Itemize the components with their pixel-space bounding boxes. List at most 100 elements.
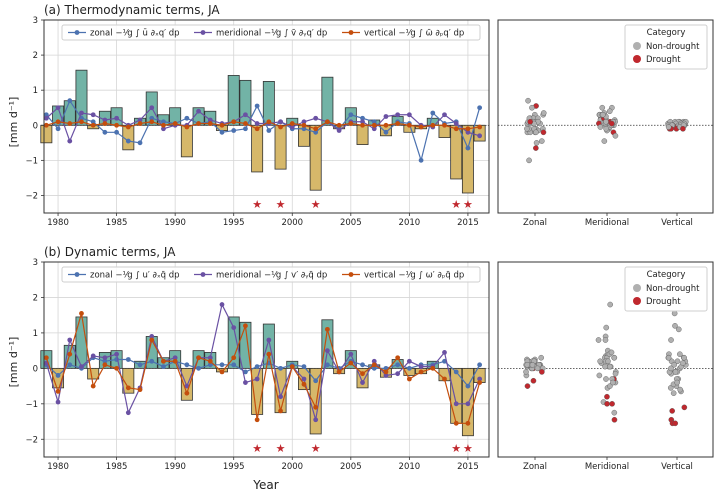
y-tick-label: −2 [25, 435, 38, 445]
point-vertical [442, 376, 447, 382]
point-zonal [266, 128, 272, 133]
point-zonal [137, 140, 143, 146]
point-vertical [184, 124, 190, 130]
legend-marker-meridional [200, 30, 206, 35]
point-vertical [196, 121, 201, 126]
point-meridional [196, 108, 201, 114]
bar [309, 124, 322, 191]
x-tick-label: 1995 [223, 462, 245, 472]
strip-point-non-drought [611, 354, 618, 361]
point-vertical [313, 404, 319, 410]
strip-point-non-drought [534, 365, 541, 372]
strip-point-non-drought [595, 337, 602, 343]
category-label: Zonal [523, 462, 547, 472]
point-zonal [371, 119, 377, 125]
drought-star: ★ [451, 198, 461, 211]
drought-star: ★ [252, 198, 262, 211]
point-meridional [383, 114, 389, 119]
point-zonal [55, 373, 61, 378]
point-meridional [172, 355, 178, 361]
strip-point-non-drought [602, 363, 608, 370]
point-vertical [371, 122, 377, 128]
point-meridional [149, 105, 155, 111]
strip-point-non-drought [603, 125, 609, 132]
y-tick-label: 1 [33, 86, 38, 96]
point-vertical [301, 381, 307, 387]
x-tick-label: 1990 [164, 218, 186, 228]
point-vertical [231, 355, 237, 361]
point-vertical [383, 122, 389, 128]
point-zonal [184, 115, 190, 121]
point-meridional [90, 112, 96, 118]
drought-star: ★ [276, 198, 286, 211]
legend-marker-meridional [200, 272, 206, 277]
point-vertical [90, 122, 96, 128]
y-tick-label: 0 [33, 121, 38, 131]
point-meridional [43, 115, 49, 121]
series-line-vertical [45, 313, 481, 424]
point-vertical [360, 122, 365, 128]
legend-label-vertical: vertical −¹⁄g ∫ ω′ ∂ₚq̄ dp [364, 271, 464, 281]
point-meridional [161, 126, 166, 132]
point-vertical [266, 119, 272, 125]
strip-point-non-drought [540, 110, 547, 116]
strip-point-non-drought [603, 324, 610, 331]
point-vertical [324, 119, 330, 125]
point-zonal [254, 364, 260, 369]
point-zonal [418, 157, 424, 163]
x-tick-label: 1995 [223, 218, 245, 228]
point-meridional [90, 353, 96, 359]
point-meridional [243, 380, 248, 385]
strip-point-drought [527, 118, 533, 125]
legend-drought-marker [633, 55, 641, 63]
point-zonal [219, 129, 225, 135]
legend-drought-marker [633, 297, 641, 305]
y-tick-label: 2 [33, 293, 38, 303]
strip-point-drought [604, 401, 610, 407]
point-meridional [184, 383, 190, 389]
point-vertical [79, 119, 84, 125]
x-tick-label: 1990 [164, 462, 186, 472]
point-vertical [172, 121, 178, 126]
point-zonal [383, 129, 389, 135]
bar [262, 323, 275, 369]
point-vertical [465, 126, 471, 132]
point-meridional [79, 364, 84, 369]
point-vertical [477, 124, 483, 130]
category-label: Vertical [661, 462, 693, 472]
category-label: Vertical [661, 218, 693, 228]
point-meridional [395, 112, 401, 118]
point-meridional [313, 417, 319, 423]
strip-point-drought [524, 383, 531, 389]
point-vertical [43, 355, 49, 361]
right-frame [497, 19, 714, 214]
point-meridional [418, 364, 424, 369]
point-vertical [102, 121, 108, 126]
point-zonal [102, 358, 108, 364]
bar [356, 124, 369, 145]
point-vertical [43, 122, 49, 128]
strip-point-non-drought [608, 349, 615, 356]
category-label: Meridional [585, 218, 629, 228]
category-legend-title: Category [647, 270, 686, 280]
point-vertical [114, 122, 120, 128]
strip-point-non-drought [674, 358, 681, 365]
legend-label-zonal: zonal −¹⁄g ∫ u′ ∂ₓq̄ dp [90, 271, 180, 281]
x-tick-label: 2000 [281, 462, 303, 472]
point-vertical [90, 383, 96, 389]
point-zonal [55, 126, 61, 132]
point-vertical [336, 122, 342, 128]
strip-point-non-drought [599, 104, 606, 111]
category-legend-box [624, 266, 708, 312]
point-zonal [465, 145, 471, 151]
point-meridional [453, 401, 459, 407]
point-vertical [453, 420, 459, 426]
point-vertical [67, 351, 73, 357]
strip-point-non-drought [525, 97, 531, 104]
strip-point-non-drought [524, 362, 531, 368]
legend-marker-zonal [74, 30, 80, 35]
point-meridional [219, 302, 225, 307]
strip-point-non-drought [611, 409, 618, 416]
strip-point-non-drought [603, 376, 609, 382]
